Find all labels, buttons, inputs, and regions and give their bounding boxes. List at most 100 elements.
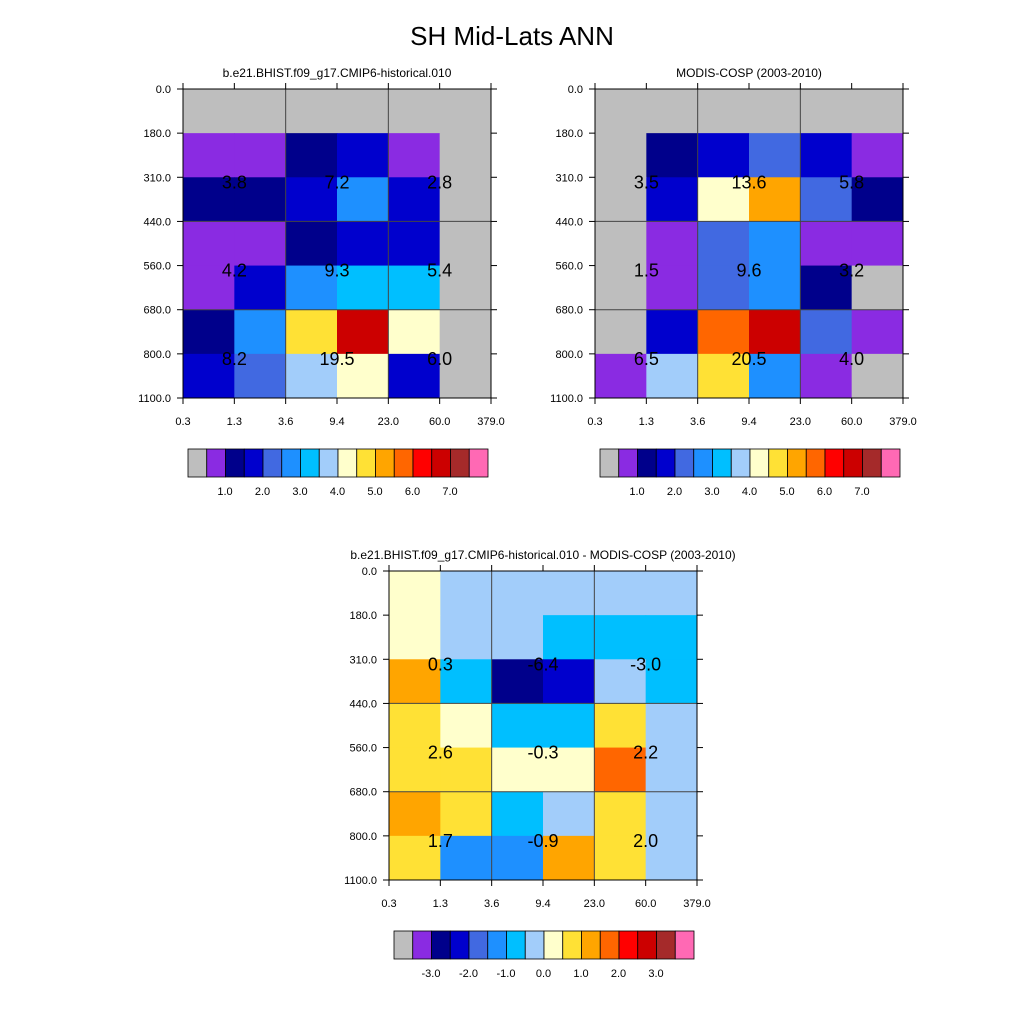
colorbar-swatch bbox=[468, 448, 489, 478]
heatmap-cell bbox=[337, 353, 389, 399]
heatmap-cell bbox=[697, 265, 750, 311]
colorbar-label: 7.0 bbox=[854, 486, 869, 498]
colorbar-swatch bbox=[637, 448, 657, 478]
colorbar-label: 1.0 bbox=[629, 486, 644, 498]
heatmap-cell bbox=[749, 265, 801, 311]
x-tick-label: 9.4 bbox=[329, 416, 344, 428]
colorbar-label: -2.0 bbox=[459, 968, 478, 980]
heatmap-cell bbox=[388, 221, 441, 267]
cell-annotation: 7.2 bbox=[324, 172, 349, 192]
colorbar-label: 1.0 bbox=[573, 968, 588, 980]
colorbar-swatch bbox=[393, 930, 414, 960]
y-tick-label: 180.0 bbox=[555, 128, 583, 140]
heatmap-cell bbox=[389, 659, 441, 704]
heatmap-cell bbox=[543, 571, 595, 616]
heatmap-cell bbox=[183, 89, 235, 134]
heatmap-cell bbox=[749, 177, 801, 222]
colorbar-swatch bbox=[187, 448, 208, 478]
heatmap-cell bbox=[439, 353, 492, 399]
heatmap-cell bbox=[645, 659, 698, 704]
heatmap-cell bbox=[285, 309, 338, 355]
colorbar-swatch bbox=[656, 930, 676, 960]
y-tick-label: 800.0 bbox=[349, 831, 377, 843]
heatmap-cell bbox=[285, 177, 338, 222]
heatmap-cell bbox=[595, 265, 647, 311]
heatmap-cell bbox=[234, 177, 287, 222]
colorbar-label: 2.0 bbox=[255, 486, 270, 498]
heatmap-cell bbox=[594, 571, 647, 616]
colorbar-swatch bbox=[356, 448, 376, 478]
cell-annotation: 2.6 bbox=[428, 743, 453, 763]
colorbar-swatch bbox=[412, 930, 432, 960]
heatmap-cell bbox=[337, 265, 389, 311]
heatmap-cell bbox=[595, 89, 647, 134]
y-tick-label: 560.0 bbox=[349, 743, 377, 755]
colorbar-label: 3.0 bbox=[704, 486, 719, 498]
heatmap-cell bbox=[491, 791, 544, 837]
panel-diff: b.e21.BHIST.f09_g17.CMIP6-historical.010… bbox=[344, 548, 735, 980]
cell-annotation: 8.2 bbox=[222, 349, 247, 369]
heatmap-cell bbox=[234, 133, 287, 178]
heatmap-cell bbox=[645, 791, 698, 837]
heatmap-cell bbox=[440, 791, 493, 837]
x-tick-label: 379.0 bbox=[889, 416, 917, 428]
heatmap-cell bbox=[594, 703, 647, 749]
x-tick-label: 379.0 bbox=[477, 416, 505, 428]
heatmap-cell bbox=[645, 703, 698, 749]
colorbar-swatch bbox=[581, 930, 601, 960]
colorbar-swatch bbox=[768, 448, 788, 478]
heatmap-cell bbox=[646, 309, 699, 355]
y-tick-label: 680.0 bbox=[555, 305, 583, 317]
heatmap-cell bbox=[697, 177, 750, 222]
x-tick-label: 3.6 bbox=[690, 416, 705, 428]
x-tick-label: 9.4 bbox=[535, 898, 550, 910]
cell-annotation: 3.8 bbox=[222, 172, 247, 192]
heatmap-cell bbox=[543, 615, 595, 660]
heatmap-cell bbox=[389, 747, 441, 793]
colorbar-swatch bbox=[637, 930, 657, 960]
cell-annotation: 6.0 bbox=[427, 349, 452, 369]
heatmap-cell bbox=[234, 221, 287, 267]
colorbar-swatch bbox=[524, 930, 545, 960]
y-tick-label: 800.0 bbox=[555, 349, 583, 361]
cell-annotation: -3.0 bbox=[630, 654, 661, 674]
heatmap-cell bbox=[234, 353, 287, 399]
colorbar-swatch bbox=[262, 448, 283, 478]
cell-annotation: 5.8 bbox=[839, 172, 864, 192]
colorbar-swatch bbox=[599, 930, 620, 960]
y-tick-label: 310.0 bbox=[349, 654, 377, 666]
heatmap-cell bbox=[183, 133, 235, 178]
colorbar-swatch bbox=[506, 930, 526, 960]
cell-annotation: 2.0 bbox=[633, 831, 658, 851]
cell-annotation: 3.2 bbox=[839, 261, 864, 281]
colorbar-swatch bbox=[824, 448, 845, 478]
cell-annotation: -0.9 bbox=[527, 831, 558, 851]
heatmap-cell bbox=[337, 89, 389, 134]
y-tick-label: 0.0 bbox=[156, 84, 171, 96]
heatmap-cell bbox=[183, 177, 235, 222]
heatmap-cell bbox=[594, 659, 647, 704]
panel-title: b.e21.BHIST.f09_g17.CMIP6-historical.010… bbox=[350, 548, 735, 562]
heatmap-cell bbox=[491, 747, 544, 793]
heatmap-cell bbox=[440, 835, 493, 881]
heatmap-cell bbox=[749, 133, 801, 178]
heatmap-cell bbox=[285, 265, 338, 311]
colorbar-swatch bbox=[712, 448, 732, 478]
x-tick-label: 60.0 bbox=[841, 416, 862, 428]
heatmap-cell bbox=[800, 265, 853, 311]
heatmap-cell bbox=[800, 133, 853, 178]
colorbar-label: -1.0 bbox=[497, 968, 516, 980]
heatmap-cell bbox=[183, 309, 235, 355]
colorbar-swatch bbox=[487, 930, 507, 960]
x-tick-label: 1.3 bbox=[227, 416, 242, 428]
colorbar-swatch bbox=[843, 448, 863, 478]
cell-annotation: 20.5 bbox=[731, 349, 766, 369]
heatmap-cell bbox=[749, 353, 801, 399]
y-tick-label: 800.0 bbox=[143, 349, 171, 361]
colorbar-swatch bbox=[749, 448, 770, 478]
heatmap-cell bbox=[697, 133, 750, 178]
heatmap-cell bbox=[285, 133, 338, 178]
panels: b.e21.BHIST.f09_g17.CMIP6-historical.010… bbox=[138, 66, 917, 980]
heatmap-cell bbox=[645, 571, 698, 616]
